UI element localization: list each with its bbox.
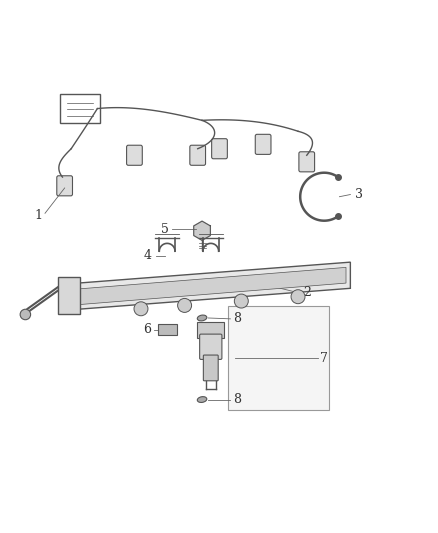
FancyBboxPatch shape xyxy=(298,152,314,172)
Text: 1: 1 xyxy=(35,208,42,222)
FancyBboxPatch shape xyxy=(126,145,142,165)
Text: 7: 7 xyxy=(320,352,327,365)
Circle shape xyxy=(177,298,191,312)
Circle shape xyxy=(290,290,304,304)
Polygon shape xyxy=(58,277,80,314)
Text: 8: 8 xyxy=(233,393,240,406)
Ellipse shape xyxy=(197,315,206,321)
Circle shape xyxy=(20,309,31,320)
Polygon shape xyxy=(75,268,345,305)
Text: 2: 2 xyxy=(302,286,310,299)
Text: 5: 5 xyxy=(161,223,169,236)
FancyBboxPatch shape xyxy=(228,306,328,410)
Circle shape xyxy=(234,294,248,308)
Polygon shape xyxy=(193,221,210,240)
FancyBboxPatch shape xyxy=(197,322,223,337)
FancyBboxPatch shape xyxy=(60,94,99,123)
Text: 8: 8 xyxy=(233,312,240,325)
FancyBboxPatch shape xyxy=(203,355,218,381)
Ellipse shape xyxy=(197,397,206,402)
Polygon shape xyxy=(67,262,350,310)
FancyBboxPatch shape xyxy=(189,145,205,165)
Text: 4: 4 xyxy=(143,249,151,262)
FancyBboxPatch shape xyxy=(57,176,72,196)
FancyBboxPatch shape xyxy=(157,324,177,335)
Text: 3: 3 xyxy=(354,188,362,201)
FancyBboxPatch shape xyxy=(211,139,227,159)
Text: 6: 6 xyxy=(143,323,151,336)
FancyBboxPatch shape xyxy=(199,334,221,359)
FancyBboxPatch shape xyxy=(254,134,270,155)
Circle shape xyxy=(134,302,148,316)
